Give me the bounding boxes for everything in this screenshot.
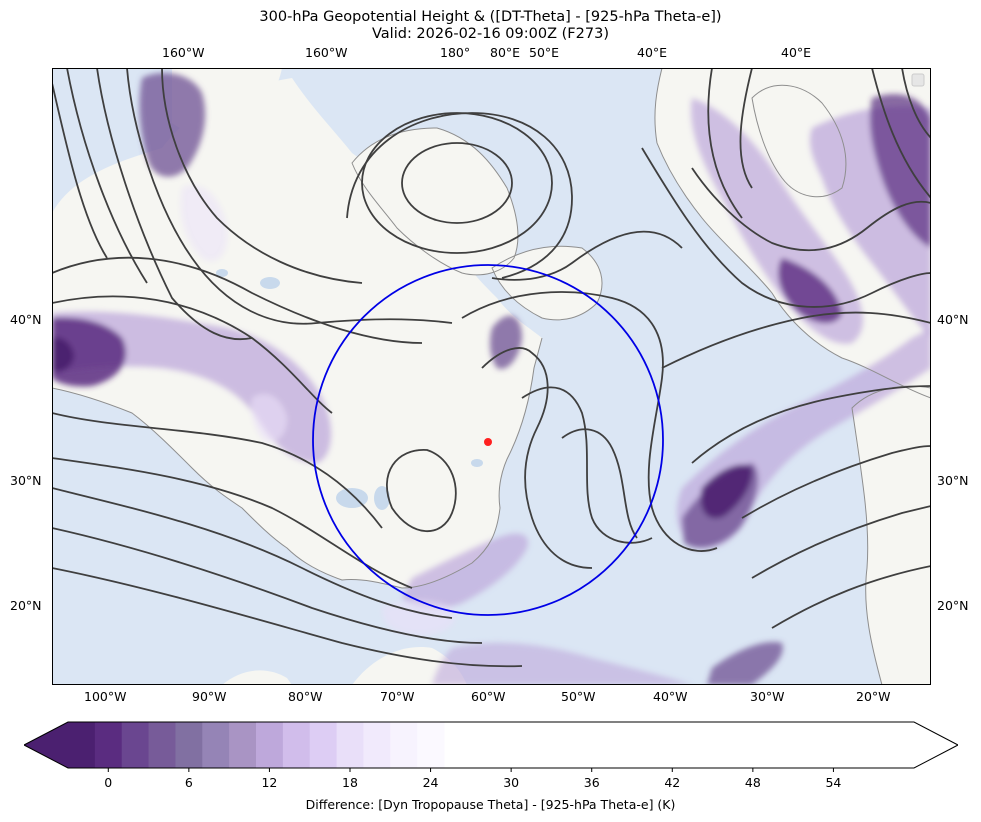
colorbar-tick-label: 54 — [825, 775, 842, 790]
lon-top-label: 160°W — [162, 45, 205, 60]
colorbar-bin — [336, 722, 364, 768]
height-contours — [52, 68, 931, 668]
colorbar-bin — [229, 722, 257, 768]
map-valid-time: Valid: 2026-02-16 09:00Z (F273) — [372, 26, 609, 42]
lon-bottom-label: 50°W — [561, 689, 596, 704]
lon-bottom-label: 20°W — [856, 689, 891, 704]
lon-top-label: 40°E — [781, 45, 812, 60]
colorbar-bin — [363, 722, 391, 768]
lon-top-label: 160°W — [305, 45, 348, 60]
lat-right-label: 20°N — [937, 598, 969, 613]
colorbar-bin — [390, 722, 418, 768]
lakes — [216, 269, 483, 510]
colorbar-bin — [282, 722, 311, 768]
lon-bottom-label: 40°W — [653, 689, 688, 704]
colorbar-outline — [24, 721, 958, 769]
point-marker — [484, 438, 492, 446]
map-title: 300-hPa Geopotential Height & ([DT-Theta… — [259, 9, 722, 25]
legend-box-icon — [911, 73, 925, 87]
shaded-difference-field — [52, 73, 931, 685]
lat-right-label: 30°N — [937, 473, 969, 488]
colorbar-bin — [121, 722, 150, 768]
lat-left-label: 30°N — [10, 473, 42, 488]
colorbar-tick-label: 42 — [664, 775, 681, 790]
colorbar-ticks — [107, 768, 834, 772]
lon-bottom-label: 60°W — [471, 689, 506, 704]
colorbar-bin — [417, 722, 445, 768]
lon-bottom-label: 80°W — [288, 689, 323, 704]
colorbar-under-extension — [24, 722, 68, 768]
colorbar-tick-label: 12 — [261, 775, 278, 790]
lon-top-label: 80°E — [490, 45, 521, 60]
colorbar-tick-label: 6 — [184, 775, 193, 790]
lon-top-label: 40°E — [637, 45, 668, 60]
colorbar-tick-label: 0 — [104, 775, 113, 790]
lat-right-label: 40°N — [937, 312, 969, 327]
greenland — [352, 128, 518, 275]
lon-bottom-label: 100°W — [84, 689, 127, 704]
lon-bottom-label: 30°W — [750, 689, 785, 704]
colorbar-bin — [94, 722, 123, 768]
lat-left-label: 40°N — [10, 312, 42, 327]
south-island — [222, 670, 292, 685]
lon-top-label: 50°E — [529, 45, 560, 60]
africa-europe — [852, 386, 931, 685]
colorbar-tick-label: 48 — [744, 775, 761, 790]
lon-top-label: 180° — [440, 45, 471, 60]
colorbar-tick-label: 36 — [583, 775, 600, 790]
colorbar-bin — [148, 722, 176, 768]
lon-bottom-label: 90°W — [192, 689, 227, 704]
colorbar-tick-label: 30 — [503, 775, 520, 790]
colorbar-bin — [256, 722, 284, 768]
colorbar-tick-label: 18 — [342, 775, 358, 790]
coastlines — [52, 68, 931, 685]
colorbar — [24, 721, 958, 772]
lon-bottom-label: 70°W — [380, 689, 415, 704]
colorbar-bin — [175, 722, 203, 768]
highlight-ring — [312, 264, 664, 616]
colorbar-label: Difference: [Dyn Tropopause Theta] - [92… — [305, 797, 676, 812]
baffin-region — [492, 246, 602, 320]
colorbar-bin — [309, 722, 338, 768]
map-panel — [52, 68, 931, 685]
lat-left-label: 20°N — [10, 598, 42, 613]
colorbar-bin — [68, 722, 96, 768]
colorbar-swatches — [24, 722, 445, 768]
colorbar-bin — [202, 722, 230, 768]
colorbar-tick-label: 24 — [422, 775, 439, 790]
closed-low-contour — [401, 142, 513, 224]
